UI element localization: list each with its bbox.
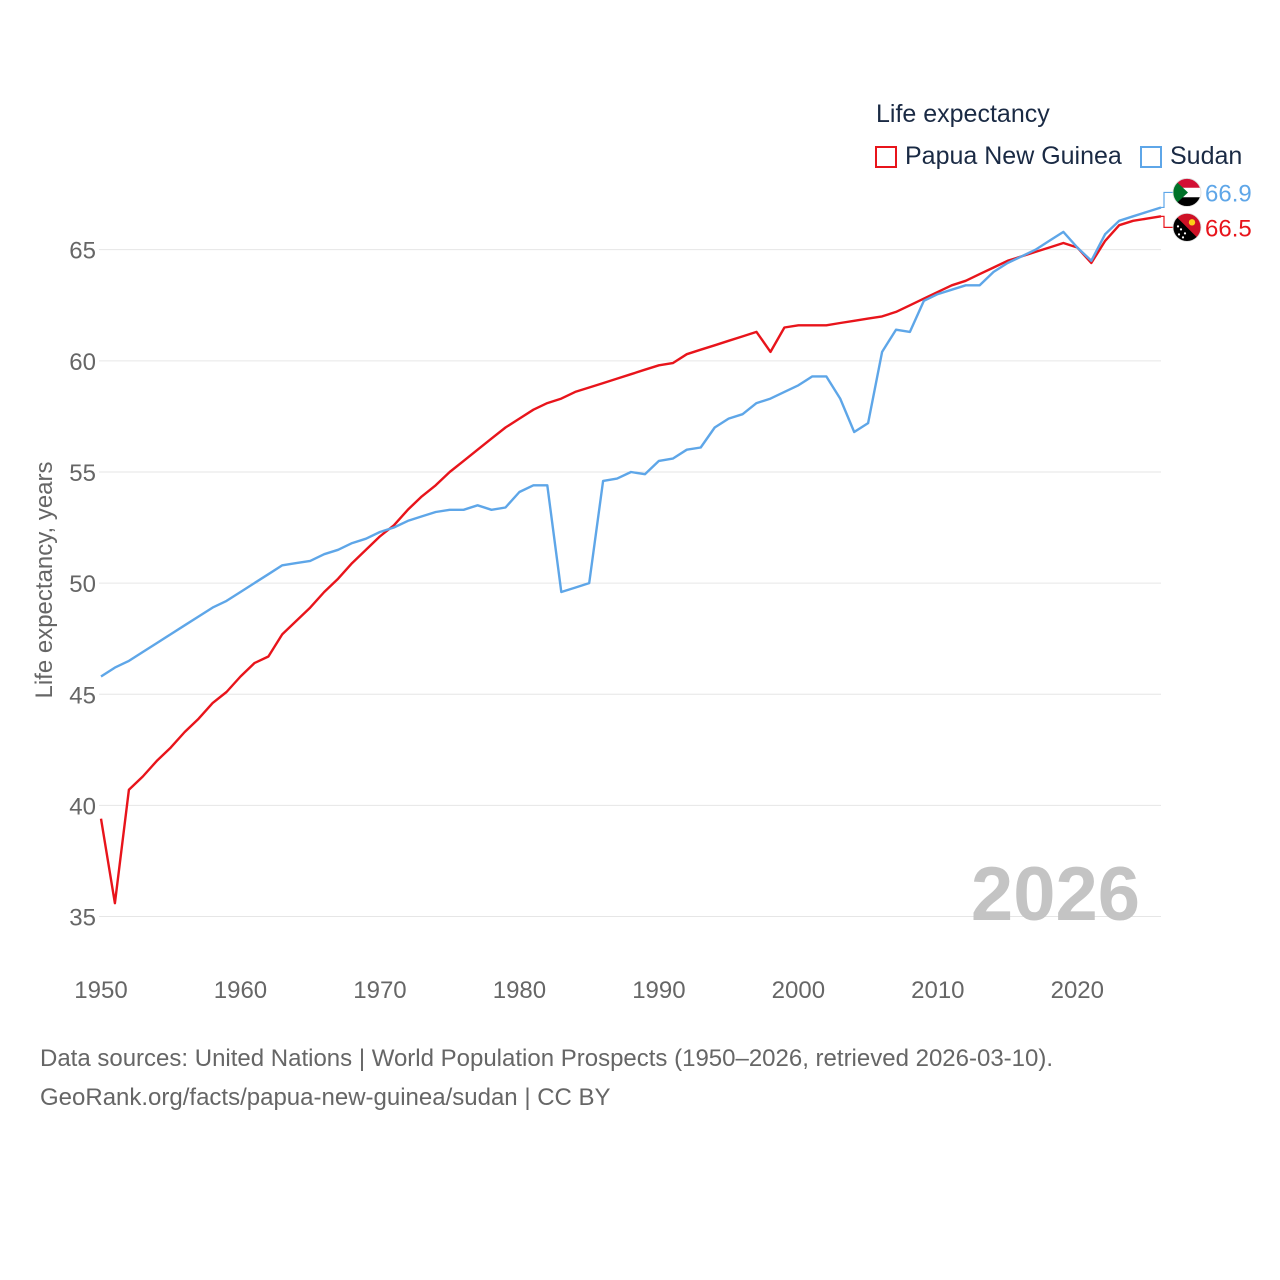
y-tick-label-65: 65 bbox=[69, 238, 96, 265]
x-tick-label-1960: 1960 bbox=[214, 977, 267, 1004]
legend-title: Life expectancy bbox=[876, 100, 1050, 128]
y-tick-label-50: 50 bbox=[69, 571, 96, 598]
end-label-papua-new-guinea: 66.5 bbox=[1205, 215, 1252, 242]
y-tick-label-35: 35 bbox=[69, 905, 96, 932]
x-tick-label-1950: 1950 bbox=[74, 977, 127, 1004]
x-tick-label-1970: 1970 bbox=[353, 977, 406, 1004]
year-watermark: 2026 bbox=[971, 852, 1140, 937]
y-tick-label-45: 45 bbox=[69, 682, 96, 709]
legend-label-papua-new-guinea: Papua New Guinea bbox=[905, 142, 1122, 170]
legend-swatch-papua-new-guinea bbox=[875, 145, 897, 168]
x-tick-label-2020: 2020 bbox=[1051, 977, 1104, 1004]
connector-papua-new-guinea bbox=[1161, 215, 1173, 228]
x-tick-label-1980: 1980 bbox=[493, 977, 546, 1004]
papua-new-guinea-flag-icon bbox=[1172, 212, 1202, 242]
x-axis-ticks: 1950 1960 1970 1980 1990 2000 2010 2020 bbox=[74, 977, 1104, 1004]
x-tick-label-1990: 1990 bbox=[632, 977, 685, 1004]
legend-item-sudan[interactable]: Sudan bbox=[1140, 142, 1242, 171]
y-tick-label-40: 40 bbox=[69, 793, 96, 820]
source-link[interactable]: GeoRank.org/facts/papua-new-guinea/sudan… bbox=[40, 1084, 611, 1111]
grid-lines bbox=[99, 249, 1161, 918]
series-lines bbox=[99, 206, 1162, 905]
y-axis-label: Life expectancy, years bbox=[31, 461, 58, 698]
legend-item-papua-new-guinea[interactable]: Papua New Guinea bbox=[875, 142, 1122, 171]
series-line-sudan bbox=[100, 206, 1162, 678]
series-line-papua-new-guinea bbox=[99, 215, 1162, 905]
x-tick-label-2000: 2000 bbox=[772, 977, 825, 1004]
legend-label-sudan: Sudan bbox=[1170, 142, 1243, 170]
legend-swatch-sudan bbox=[1140, 145, 1162, 168]
y-axis-ticks: 35 40 45 50 55 60 65 bbox=[69, 238, 96, 932]
y-tick-label-60: 60 bbox=[69, 349, 96, 376]
end-labels: 66.5 66.9 bbox=[1161, 178, 1252, 242]
sudan-flag-icon bbox=[1172, 178, 1202, 207]
x-tick-label-2010: 2010 bbox=[911, 977, 964, 1004]
connector-sudan bbox=[1161, 191, 1173, 209]
end-label-sudan: 66.9 bbox=[1205, 180, 1252, 207]
source-text: Data sources: United Nations | World Pop… bbox=[40, 1045, 1054, 1072]
y-tick-label-55: 55 bbox=[69, 460, 96, 487]
